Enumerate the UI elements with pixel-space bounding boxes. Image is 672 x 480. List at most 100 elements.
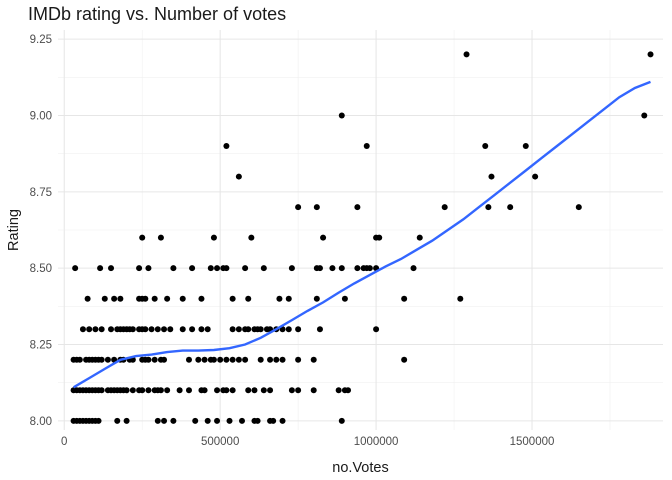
data-point [251,387,258,394]
data-point [401,356,408,363]
data-point [195,356,202,363]
grid-lines [58,30,663,430]
data-point [229,295,236,302]
data-point [410,265,417,272]
data-point [316,326,323,333]
data-point [238,417,245,424]
y-axis-ticks: 8.00 8.25 8.50 8.75 9.00 9.25 [30,34,52,428]
data-point [260,265,267,272]
data-point [151,295,158,302]
data-point [204,326,211,333]
data-point [201,387,208,394]
data-point [117,295,124,302]
data-point [242,265,249,272]
data-point [164,387,171,394]
data-point [276,295,283,302]
data-point [507,204,514,211]
data-point [104,356,111,363]
data-point [416,234,423,241]
data-point [354,204,361,211]
data-point [145,356,152,363]
data-point [167,326,174,333]
data-point [201,356,208,363]
data-point [164,295,171,302]
data-points [70,51,654,424]
data-point [522,143,529,150]
data-point [229,356,236,363]
data-point [575,204,582,211]
y-tick-label: 8.25 [30,340,52,352]
data-point [223,356,230,363]
data-point [338,417,345,424]
data-point [129,326,136,333]
data-point [161,356,168,363]
data-point [185,387,192,394]
data-point [482,143,489,150]
data-point [198,326,205,333]
data-point [179,295,186,302]
data-point [279,356,286,363]
data-point [154,417,161,424]
data-point [98,387,105,394]
data-point [341,295,348,302]
data-point [373,326,380,333]
x-axis-title: no.Votes [332,460,388,476]
data-point [185,356,192,363]
data-point [161,417,168,424]
data-point [295,204,302,211]
data-point [95,417,102,424]
data-point [179,326,186,333]
data-point [84,295,91,302]
data-point [245,326,252,333]
data-point [235,326,242,333]
data-point [285,295,292,302]
data-point [207,265,214,272]
data-point [123,387,130,394]
data-point [270,417,277,424]
data-point [313,204,320,211]
data-point [288,265,295,272]
data-point [154,326,161,333]
data-point [267,387,274,394]
x-tick-label: 0 [61,436,67,448]
x-axis-ticks: 0 500000 1000000 1500000 [61,436,554,448]
data-point [86,326,93,333]
data-point [235,173,242,180]
data-point [170,265,177,272]
x-tick-label: 500000 [201,436,239,448]
y-tick-label: 8.00 [30,416,52,428]
data-point [248,234,255,241]
data-point [223,265,230,272]
data-point [214,387,221,394]
data-point [441,204,448,211]
data-point [279,417,286,424]
data-point [335,387,342,394]
data-point [79,326,86,333]
data-point [229,387,236,394]
data-point [288,387,295,394]
data-point [310,356,317,363]
data-point [123,417,130,424]
data-point [316,265,323,272]
data-point [226,417,233,424]
data-point [320,234,327,241]
data-point [189,326,196,333]
data-point [363,143,370,150]
data-point [214,265,221,272]
data-point [245,295,252,302]
data-point [139,234,146,241]
data-point [204,417,211,424]
data-point [285,326,292,333]
data-point [485,204,492,211]
data-point [223,387,230,394]
data-point [142,326,149,333]
data-point [151,356,158,363]
data-point [354,265,361,272]
data-point [273,356,280,363]
data-point [142,295,149,302]
data-point [114,417,121,424]
data-point [157,387,164,394]
data-point [108,326,115,333]
data-point [111,295,118,302]
